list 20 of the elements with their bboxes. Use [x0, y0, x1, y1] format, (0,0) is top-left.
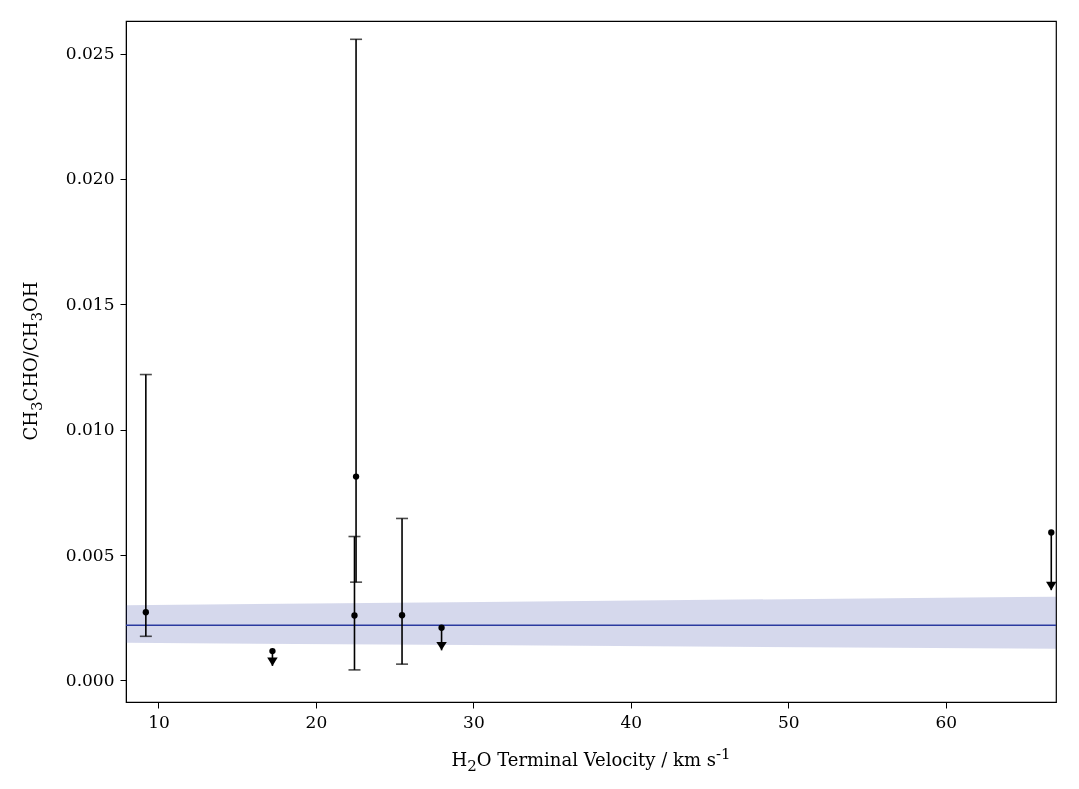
point [352, 473, 360, 480]
y-tick-label: 0.010 [65, 419, 115, 440]
point [269, 647, 276, 655]
point [351, 612, 358, 619]
x-tick-label: 50 [777, 711, 800, 732]
x-tick-label: 10 [148, 711, 170, 732]
y-tick-label: 0.000 [65, 669, 115, 690]
y-tick-label: 0.005 [65, 544, 115, 565]
x-axis-title: H$_{2}$O Terminal Velocity / km s$^{-1}$ [451, 745, 731, 775]
point [1048, 529, 1055, 536]
y-tick-label: 0.025 [65, 43, 115, 64]
point [398, 612, 406, 619]
y-tick-label: 0.015 [65, 293, 115, 314]
point [438, 624, 445, 631]
point [142, 609, 149, 616]
x-tick-label: 20 [305, 711, 328, 732]
y-tick-label: 0.020 [65, 168, 115, 189]
x-tick-label: 30 [463, 711, 485, 732]
x-tick-label: 60 [935, 711, 958, 732]
x-tick-label: 40 [620, 711, 643, 732]
